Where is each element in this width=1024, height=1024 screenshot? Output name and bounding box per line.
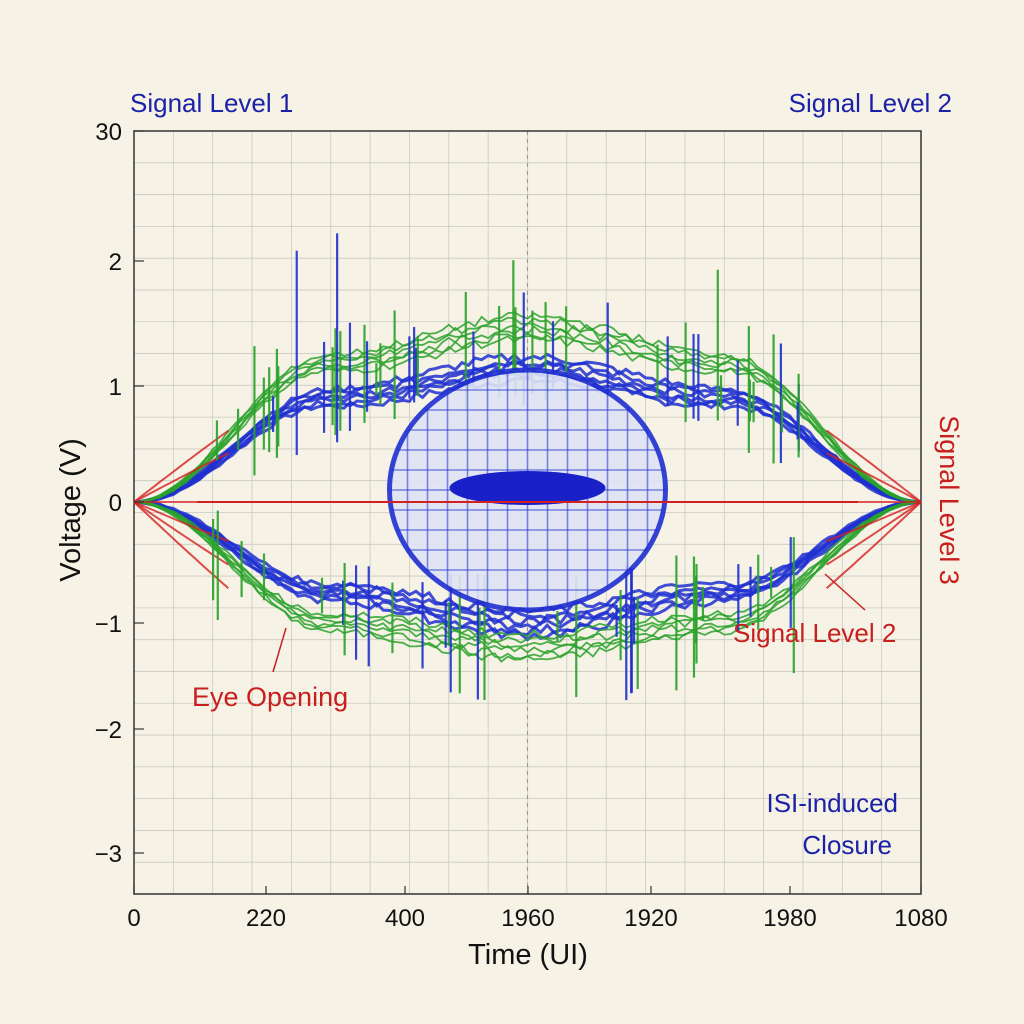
annotation-signal-level-2-lower: Signal Level 2 xyxy=(733,618,896,648)
y-tick-label: −1 xyxy=(95,611,122,638)
edge-trace xyxy=(826,452,922,503)
eye-pupil xyxy=(449,471,606,505)
x-tick-label: 1920 xyxy=(624,905,677,932)
annotation-signal-level-1: Signal Level 1 xyxy=(130,88,293,118)
y-tick-label: −3 xyxy=(95,841,122,868)
edge-trace xyxy=(133,429,229,503)
x-tick-label: 1080 xyxy=(894,905,947,932)
annotation-pointer-signal-level-2 xyxy=(824,573,866,611)
edge-trace xyxy=(826,429,922,503)
x-tick-label: 220 xyxy=(246,905,286,932)
y-tick-label: 0 xyxy=(109,490,122,517)
series-line xyxy=(133,352,922,504)
annotation-isi-line-1: ISI-induced xyxy=(766,788,898,818)
y-tick-label: 1 xyxy=(109,374,122,401)
series-line xyxy=(133,311,922,503)
y-tick-label: −2 xyxy=(95,717,122,744)
x-tick-label: 400 xyxy=(385,905,425,932)
edge-trace xyxy=(133,452,229,503)
annotation-pointer-eye-opening xyxy=(272,627,287,673)
x-axis-ticks: 0 220 400 1960 1920 1980 1080 xyxy=(127,886,948,932)
y-tick-label: 30 xyxy=(95,119,122,146)
y-axis-ticks: 30 2 1 0 −1 −2 −3 xyxy=(95,119,144,868)
x-tick-label: 0 xyxy=(127,905,140,932)
x-tick-label: 1980 xyxy=(763,905,816,932)
y-axis-label: Voltage (V) xyxy=(55,438,87,581)
annotation-signal-level-3: Signal Level 3 xyxy=(934,415,964,585)
annotation-eye-opening: Eye Opening xyxy=(192,682,348,712)
y-tick-label: 2 xyxy=(109,249,122,276)
series-line xyxy=(133,316,922,503)
edge-trace xyxy=(825,501,922,589)
annotation-isi-line-2: Closure xyxy=(802,830,892,860)
edge-trace xyxy=(826,501,922,566)
edge-trace xyxy=(826,501,922,543)
x-tick-label: 1960 xyxy=(501,905,554,932)
annotation-signal-level-2-top: Signal Level 2 xyxy=(789,88,952,118)
eye-traces xyxy=(133,233,922,701)
x-axis-label: Time (UI) xyxy=(468,939,588,971)
